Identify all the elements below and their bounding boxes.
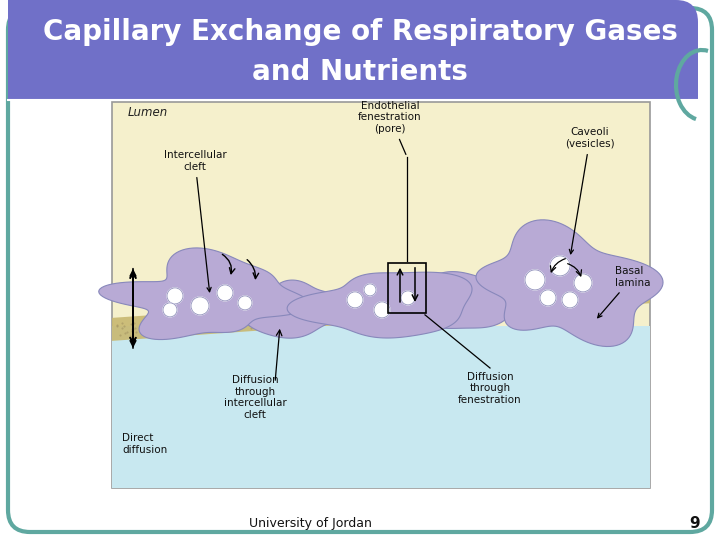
Polygon shape	[414, 272, 521, 328]
Bar	[8, 75, 698, 100]
Text: 9: 9	[690, 516, 701, 531]
Text: Diffusion
through
fenestration: Diffusion through fenestration	[458, 372, 522, 405]
Circle shape	[163, 303, 177, 317]
Polygon shape	[476, 220, 663, 347]
Text: Basal
lamina: Basal lamina	[598, 266, 650, 318]
FancyBboxPatch shape	[8, 8, 712, 532]
Bar	[388, 263, 426, 313]
Circle shape	[217, 285, 233, 301]
Polygon shape	[287, 272, 472, 338]
Circle shape	[540, 290, 556, 306]
Bar	[112, 102, 650, 488]
Circle shape	[525, 270, 545, 290]
Circle shape	[401, 291, 415, 305]
Circle shape	[191, 297, 209, 315]
Circle shape	[574, 274, 592, 292]
Text: and Nutrients: and Nutrients	[252, 58, 468, 86]
FancyBboxPatch shape	[8, 0, 698, 100]
Text: Caveoli
(vesicles): Caveoli (vesicles)	[565, 127, 615, 254]
Circle shape	[562, 292, 578, 308]
Polygon shape	[112, 280, 650, 341]
Text: Endothelial
fenestration
(pore): Endothelial fenestration (pore)	[358, 101, 422, 154]
Circle shape	[238, 296, 252, 310]
Circle shape	[364, 284, 376, 296]
Circle shape	[347, 292, 363, 308]
Text: Capillary Exchange of Respiratory Gases: Capillary Exchange of Respiratory Gases	[42, 18, 678, 46]
Polygon shape	[99, 248, 310, 340]
Bar	[112, 326, 650, 488]
Circle shape	[550, 256, 570, 276]
Text: Lumen: Lumen	[128, 106, 168, 119]
Bar	[8, 0, 38, 100]
Text: University of Jordan: University of Jordan	[248, 517, 372, 530]
Text: Diffusion
through
intercellular
cleft: Diffusion through intercellular cleft	[224, 375, 287, 420]
Circle shape	[167, 288, 183, 304]
Polygon shape	[243, 280, 348, 338]
Text: Direct
diffusion: Direct diffusion	[122, 434, 167, 455]
Text: Intercellular
cleft: Intercellular cleft	[163, 151, 226, 292]
Circle shape	[374, 302, 390, 318]
